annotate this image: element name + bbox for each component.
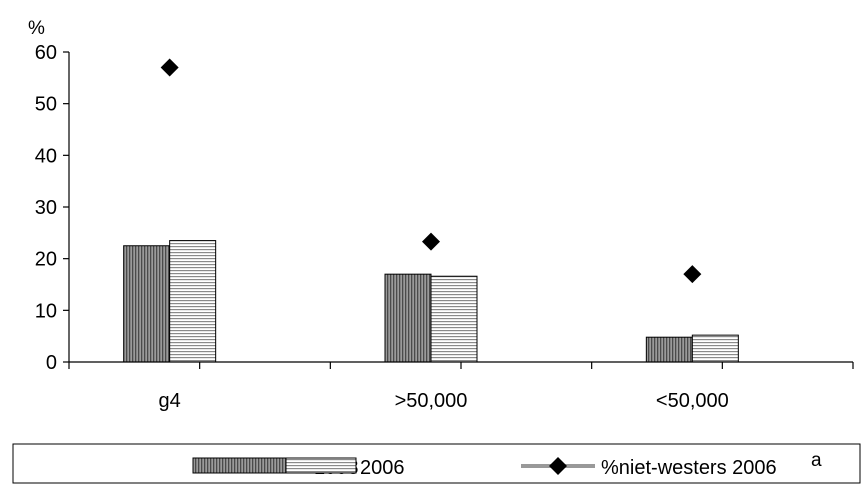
bars [123, 240, 739, 363]
bar-1998 [123, 245, 171, 363]
legend: 1998 2006 %niet-westers 2006 a [12, 443, 861, 484]
bar-2006 [169, 240, 217, 363]
marker-diamond [160, 58, 179, 77]
y-tick-label: 30 [35, 197, 57, 219]
y-axis: 0 10 20 30 40 50 60 [35, 42, 69, 374]
x-tick-label: g4 [159, 390, 181, 412]
legend-diamond-icon [549, 457, 567, 475]
y-axis-label: % [28, 18, 45, 39]
x-tick-label: <50,000 [656, 390, 729, 412]
x-axis: g4 >50,000 <50,000 [68, 362, 854, 412]
bar-1998 [645, 336, 693, 363]
legend-label-2006: 2006 [360, 457, 405, 479]
legend-label-niet-westers-text: %niet-westers 2006 [601, 457, 777, 479]
y-tick-label: 0 [46, 352, 57, 374]
marker-diamond [422, 232, 440, 251]
marker-diamond [683, 265, 702, 284]
y-tick-label: 40 [35, 145, 57, 167]
y-tick-label: 20 [35, 249, 57, 271]
legend-superscript: a [811, 450, 822, 471]
bar-2006 [691, 334, 739, 363]
y-tick-label: 60 [35, 42, 57, 64]
y-tick-label: 10 [35, 300, 57, 322]
bar-2006 [430, 275, 478, 363]
x-tick-label: >50,000 [395, 390, 468, 412]
legend-box [12, 443, 861, 484]
legend-label-niet-westers: %niet-westers 2006 [601, 457, 777, 479]
legend-swatch-2006 [285, 457, 357, 474]
markers [160, 58, 702, 284]
bar-1998 [384, 273, 432, 363]
y-tick-label: 50 [35, 94, 57, 116]
